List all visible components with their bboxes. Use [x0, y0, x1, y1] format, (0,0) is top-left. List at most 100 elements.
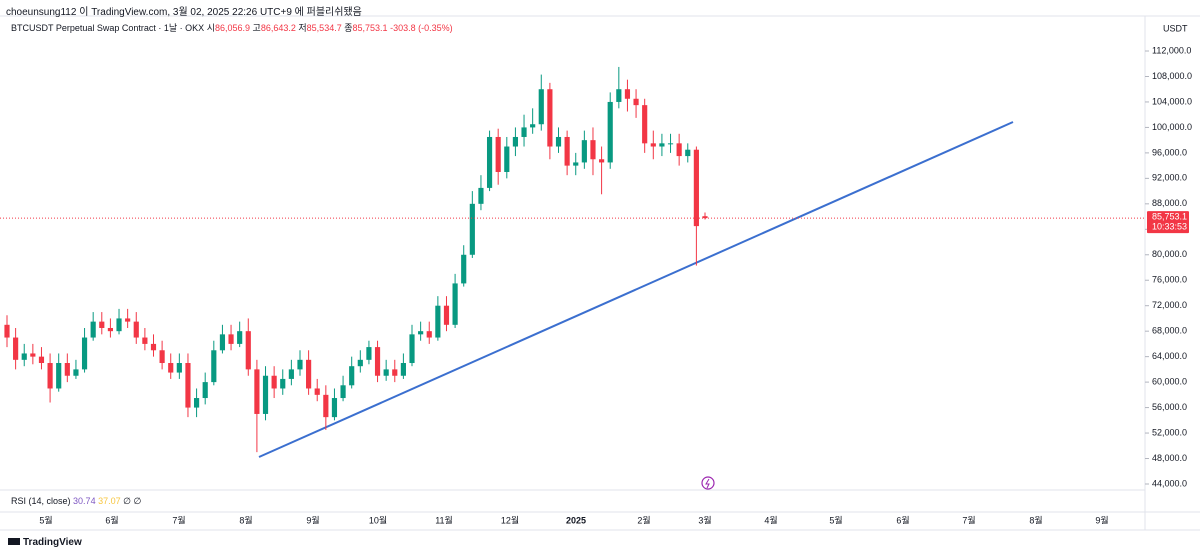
ohlc-value: 85,753.1 [352, 23, 388, 33]
candle-body [426, 331, 432, 338]
candle-body [297, 359, 303, 370]
candle-body [245, 331, 251, 370]
candle-body [409, 334, 415, 364]
candle-body [452, 283, 458, 325]
rsi-ma-value: 37.07 [98, 496, 121, 506]
x-tick-label: 8월 [239, 514, 252, 525]
candle-body [193, 398, 200, 408]
x-tick-label: 4월 [764, 514, 777, 525]
event-icon[interactable] [701, 476, 715, 490]
footer-brand: TradingView [8, 537, 82, 548]
candle-body [30, 353, 36, 357]
candle-body [47, 363, 53, 389]
candle-body [590, 140, 596, 160]
candle-body [676, 143, 682, 157]
candle-body [219, 334, 226, 351]
candle-body [659, 143, 665, 147]
y-tick-label: 44,000.0 [1152, 478, 1187, 488]
candle-body [116, 318, 122, 332]
candle-body [314, 388, 320, 395]
ohlc-name: 고 [252, 23, 261, 33]
candle-body [383, 369, 389, 376]
candle-body [538, 89, 544, 125]
y-tick-label: 76,000.0 [1152, 275, 1187, 285]
symbol-title: BTCUSDT Perpetual Swap Contract · 1날 · O… [11, 23, 205, 33]
x-tick-label: 2025 [566, 515, 586, 525]
x-tick-label: 6월 [896, 514, 909, 525]
candle-body [461, 254, 467, 284]
candle-body [159, 350, 165, 364]
y-tick-label: 56,000.0 [1152, 402, 1187, 412]
y-tick-label: 52,000.0 [1152, 427, 1187, 437]
candle-body [349, 366, 355, 386]
y-tick-label: 104,000.0 [1152, 96, 1192, 106]
candle-body [142, 337, 148, 344]
candle-body [21, 353, 27, 360]
y-tick-label: 64,000.0 [1152, 351, 1187, 361]
candle-body [64, 363, 70, 376]
candle-body [73, 369, 79, 376]
candle-body [254, 369, 260, 414]
publisher-line: choeunsung112 이 TradingView.com, 3월 02, … [6, 7, 362, 18]
candle-body [624, 89, 631, 99]
candle-body [633, 98, 639, 106]
candle-body [685, 149, 691, 157]
candle-body [504, 146, 510, 172]
candle-body [262, 375, 269, 414]
candle-body [392, 369, 398, 376]
rsi-legend: RSI (14, close) 30.74 37.07 ∅ ∅ [11, 496, 141, 507]
candle-body [211, 350, 217, 383]
y-tick-label: 112,000.0 [1152, 45, 1191, 55]
y-tick-label: 88,000.0 [1152, 198, 1187, 208]
candle-body [443, 305, 450, 325]
event-icon-bolt [705, 478, 710, 489]
candle-body [133, 321, 139, 338]
candle-body [125, 318, 131, 322]
candle-body [168, 363, 174, 373]
x-tick-label: 9월 [1095, 514, 1108, 525]
rsi-extra: ∅ [133, 496, 142, 506]
candle-body [702, 216, 708, 219]
y-tick-label: 96,000.0 [1152, 147, 1187, 157]
candle-body [478, 187, 484, 204]
y-tick-label: 100,000.0 [1152, 122, 1192, 132]
ohlc-value: 85,534.7 [306, 23, 342, 33]
candle-body [693, 149, 699, 227]
candle-body [38, 356, 45, 364]
candle-body [357, 359, 363, 367]
brand-logo [8, 538, 20, 545]
countdown: 10:33:53 [1152, 222, 1187, 232]
candle-body [642, 105, 648, 144]
last-price-label: 85,753.1 [1152, 212, 1187, 222]
ohlc-value: 86,643.2 [260, 23, 296, 33]
y-tick-label: 68,000.0 [1152, 326, 1187, 336]
candle-body [288, 369, 294, 379]
candle-body [271, 375, 277, 389]
candle-body [512, 136, 519, 147]
candle-body [150, 343, 157, 351]
x-tick-label: 5월 [39, 514, 52, 525]
x-tick-label: 7월 [172, 514, 185, 525]
candle-body [599, 159, 605, 163]
candle-body [202, 382, 208, 399]
ohlc-value: 86,056.9 [214, 23, 251, 33]
candle-body [521, 127, 527, 137]
legend-line: BTCUSDT Perpetual Swap Contract · 1날 · O… [11, 21, 453, 34]
y-tick-label: 48,000.0 [1152, 453, 1187, 463]
candle-body [573, 162, 579, 166]
candle-body [607, 101, 613, 163]
y-tick-label: 80,000.0 [1152, 249, 1187, 259]
candle-body [547, 89, 553, 147]
candle-body [4, 324, 10, 338]
candle-body [56, 363, 62, 389]
change-pct: (-0.35%) [418, 23, 453, 33]
candle-body [495, 136, 501, 172]
candle-body [469, 203, 475, 255]
candle-body [564, 136, 570, 166]
rsi-title: RSI (14, close) [11, 496, 71, 506]
candle-body [616, 89, 622, 102]
candle-body [366, 347, 372, 360]
candle-body [581, 140, 587, 163]
